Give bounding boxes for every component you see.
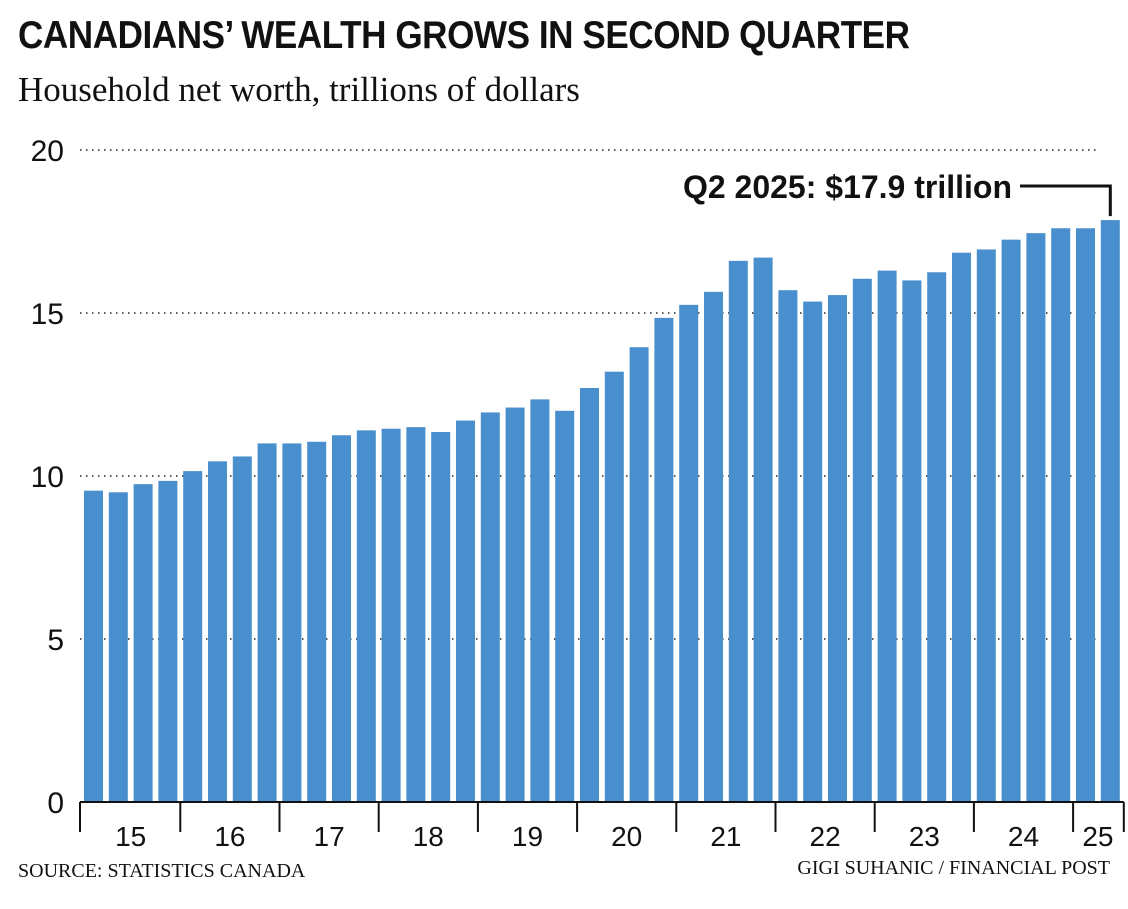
bar [456, 420, 475, 802]
bar [604, 371, 624, 802]
x-tick-label: 17 [314, 821, 345, 852]
bar [753, 257, 773, 803]
bar [84, 490, 103, 802]
bar [629, 347, 649, 802]
y-tick-label: 20 [31, 135, 64, 168]
x-tick-label: 25 [1082, 821, 1113, 852]
bar [332, 435, 351, 802]
bar [1051, 228, 1071, 803]
source-note: SOURCE: STATISTICS CANADA [18, 860, 306, 882]
bar [902, 280, 922, 802]
x-tick-label: 15 [115, 821, 146, 852]
bar [282, 443, 302, 802]
bar [133, 484, 153, 802]
bar [580, 387, 599, 802]
callout: Q2 2025: $17.9 trillion [683, 169, 1112, 217]
bar [505, 407, 525, 802]
bar [1026, 233, 1046, 802]
bar [257, 443, 277, 802]
bar [1100, 220, 1120, 803]
bar [530, 399, 550, 802]
y-axis: 0 5 10 15 20 [31, 135, 64, 820]
x-tick-label: 21 [710, 821, 741, 852]
bar [654, 317, 674, 802]
y-tick-label: 0 [47, 787, 64, 820]
x-tick-labels: 15 16 17 18 19 20 21 22 23 24 25 [115, 821, 1113, 852]
x-tick-label: 24 [1008, 821, 1039, 852]
bar [877, 270, 897, 802]
bar [952, 252, 971, 802]
chart-title: CANADIANS’ WEALTH GROWS IN SECOND QUARTE… [18, 14, 910, 57]
callout-label: Q2 2025: $17.9 trillion [683, 169, 1012, 205]
bar [852, 278, 872, 802]
y-tick-label: 5 [47, 624, 64, 657]
x-tick-label: 22 [810, 821, 841, 852]
bar [307, 441, 327, 802]
bar [108, 492, 128, 802]
bar [1076, 228, 1095, 803]
bar [728, 260, 748, 803]
x-tick-label: 23 [909, 821, 940, 852]
bars [84, 220, 1120, 803]
x-tick-label: 19 [512, 821, 543, 852]
x-axis [79, 801, 1125, 832]
bar [778, 290, 798, 802]
bar [803, 301, 823, 802]
bar [406, 427, 426, 802]
bar [183, 471, 203, 802]
bar [480, 412, 500, 802]
y-tick-label: 10 [31, 461, 64, 494]
chart-subtitle: Household net worth, trillions of dollar… [18, 70, 580, 109]
bar [828, 295, 847, 802]
bar [927, 272, 947, 802]
bar [158, 480, 178, 802]
bar [1001, 239, 1021, 802]
x-tick-label: 16 [214, 821, 245, 852]
callout-leader-line [1020, 184, 1112, 217]
bar [704, 291, 723, 802]
bar [431, 431, 451, 802]
credit-note: GIGI SUHANIC / FINANCIAL POST [797, 857, 1110, 879]
bar [976, 249, 996, 802]
x-tick-label: 18 [413, 821, 444, 852]
bar [232, 456, 252, 802]
x-tick-label: 20 [611, 821, 642, 852]
y-tick-label: 15 [31, 298, 64, 331]
bar [208, 461, 227, 802]
bar [555, 410, 575, 802]
bar [356, 430, 376, 802]
bar [679, 304, 699, 802]
bar [381, 428, 401, 802]
